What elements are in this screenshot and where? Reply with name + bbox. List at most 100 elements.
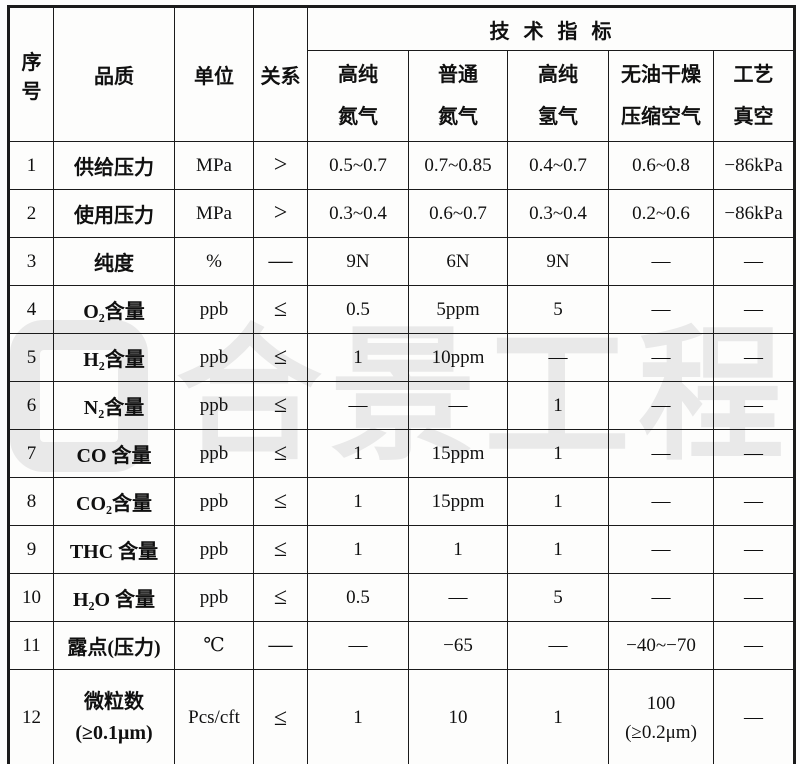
cell-unit: Pcs/cft	[174, 669, 254, 764]
gas-spec-table: 序号 品质 单位 关系 技术指标 高纯 氮气 普通 氮气 高纯 氢气 无油干燥 …	[7, 5, 797, 764]
cell-unit: %	[174, 237, 254, 286]
table-row: 12 微粒数 (≥0.1μm) Pcs/cft ≤ 1 10 1 100 (≥0…	[8, 669, 796, 764]
cell-value: —	[712, 285, 796, 334]
table-row: 4 O₂含量 ppb ≤ 0.5 5ppm 5 — —	[8, 285, 796, 334]
cell-unit: MPa	[174, 141, 254, 190]
cell-quality: H₂O 含量	[53, 573, 175, 622]
cell-value: 10ppm	[408, 333, 508, 382]
cell-value: —	[307, 621, 409, 670]
cell-unit: ppb	[174, 525, 254, 574]
table-row: 9 THC 含量 ppb ≤ 1 1 1 — —	[8, 525, 796, 574]
header-no: 序号	[8, 6, 54, 142]
header-gas-hp-h2: 高纯 氢气	[507, 50, 609, 142]
cell-no: 1	[8, 141, 54, 190]
cell-relation: ≤	[253, 477, 308, 526]
table-row: 1 供给压力 MPa > 0.5~0.7 0.7~0.85 0.4~0.7 0.…	[8, 141, 796, 190]
cell-value: 0.4~0.7	[507, 141, 609, 190]
cell-value: 1	[307, 333, 409, 382]
cell-value: 1	[507, 477, 609, 526]
cell-no: 2	[8, 189, 54, 238]
cell-value: 5ppm	[408, 285, 508, 334]
cell-no: 3	[8, 237, 54, 286]
cell-unit: ppb	[174, 285, 254, 334]
cell-value: 1	[307, 429, 409, 478]
cell-no: 10	[8, 573, 54, 622]
cell-value: 0.5	[307, 285, 409, 334]
cell-value: 1	[507, 429, 609, 478]
cell-value: —	[608, 285, 714, 334]
cell-unit: MPa	[174, 189, 254, 238]
cell-value: 0.6~0.7	[408, 189, 508, 238]
cell-value: 1	[507, 525, 609, 574]
cell-value: —	[712, 573, 796, 622]
cell-quality: H₂含量	[53, 333, 175, 382]
table-row: 6 N₂含量 ppb ≤ — — 1 — —	[8, 381, 796, 430]
cell-unit: ppb	[174, 333, 254, 382]
cell-relation: —	[253, 237, 308, 286]
cell-relation: ≤	[253, 429, 308, 478]
cell-relation: ≤	[253, 573, 308, 622]
cell-no: 4	[8, 285, 54, 334]
cell-relation: ≤	[253, 669, 308, 764]
cell-no: 7	[8, 429, 54, 478]
cell-value: 9N	[307, 237, 409, 286]
table-row: 8 CO₂含量 ppb ≤ 1 15ppm 1 — —	[8, 477, 796, 526]
cell-value: —	[608, 573, 714, 622]
cell-no: 12	[8, 669, 54, 764]
table-row: 5 H₂含量 ppb ≤ 1 10ppm — — —	[8, 333, 796, 382]
cell-value: —	[712, 525, 796, 574]
cell-value: 10	[408, 669, 508, 764]
header-tech-spec: 技术指标	[306, 6, 796, 51]
cell-value: 0.3~0.4	[507, 189, 609, 238]
cell-value: —	[712, 429, 796, 478]
cell-value: 1	[307, 525, 409, 574]
cell-no: 9	[8, 525, 54, 574]
table-row: 7 CO 含量 ppb ≤ 1 15ppm 1 — —	[8, 429, 796, 478]
cell-value: 0.5	[307, 573, 409, 622]
cell-relation: ≤	[253, 381, 308, 430]
cell-value: 9N	[507, 237, 609, 286]
cell-value: 0.6~0.8	[608, 141, 714, 190]
cell-value: 6N	[408, 237, 508, 286]
cell-value: −65	[408, 621, 508, 670]
cell-quality: 纯度	[53, 237, 175, 286]
cell-quality: 供给压力	[53, 141, 175, 190]
cell-unit: ppb	[174, 429, 254, 478]
cell-value: —	[408, 573, 508, 622]
cell-value: 0.2~0.6	[608, 189, 714, 238]
cell-value: —	[712, 333, 796, 382]
cell-quality: CO₂含量	[53, 477, 175, 526]
cell-value: —	[408, 381, 508, 430]
header-unit: 单位	[174, 6, 254, 142]
cell-value: 1	[307, 477, 409, 526]
table-row: 11 露点(压力) ℃ — — −65 — −40~−70 —	[8, 621, 796, 670]
cell-value: —	[712, 381, 796, 430]
cell-value: 15ppm	[408, 429, 508, 478]
cell-value: —	[608, 477, 714, 526]
header-gas-hp-n2: 高纯 氮气	[307, 50, 409, 142]
cell-unit: ℃	[174, 621, 254, 670]
header-quality: 品质	[53, 6, 175, 142]
cell-value: —	[712, 477, 796, 526]
cell-value: 5	[507, 285, 609, 334]
cell-value: 0.5~0.7	[307, 141, 409, 190]
cell-value: —	[608, 429, 714, 478]
cell-value: 1	[408, 525, 508, 574]
cell-value: —	[712, 237, 796, 286]
cell-relation: >	[253, 141, 308, 190]
table-row: 2 使用压力 MPa > 0.3~0.4 0.6~0.7 0.3~0.4 0.2…	[8, 189, 796, 238]
cell-quality: CO 含量	[53, 429, 175, 478]
cell-value: 1	[307, 669, 409, 764]
cell-value: —	[608, 525, 714, 574]
table-row: 10 H₂O 含量 ppb ≤ 0.5 — 5 — —	[8, 573, 796, 622]
cell-quality: 使用压力	[53, 189, 175, 238]
cell-value: 15ppm	[408, 477, 508, 526]
cell-quality: N₂含量	[53, 381, 175, 430]
cell-value: 1	[507, 381, 609, 430]
cell-value: —	[608, 237, 714, 286]
cell-value: −86kPa	[712, 189, 796, 238]
header-gas-vacuum: 工艺 真空	[712, 50, 796, 142]
cell-value: —	[307, 381, 409, 430]
cell-value: 100 (≥0.2μm)	[608, 669, 714, 764]
cell-value: —	[608, 381, 714, 430]
